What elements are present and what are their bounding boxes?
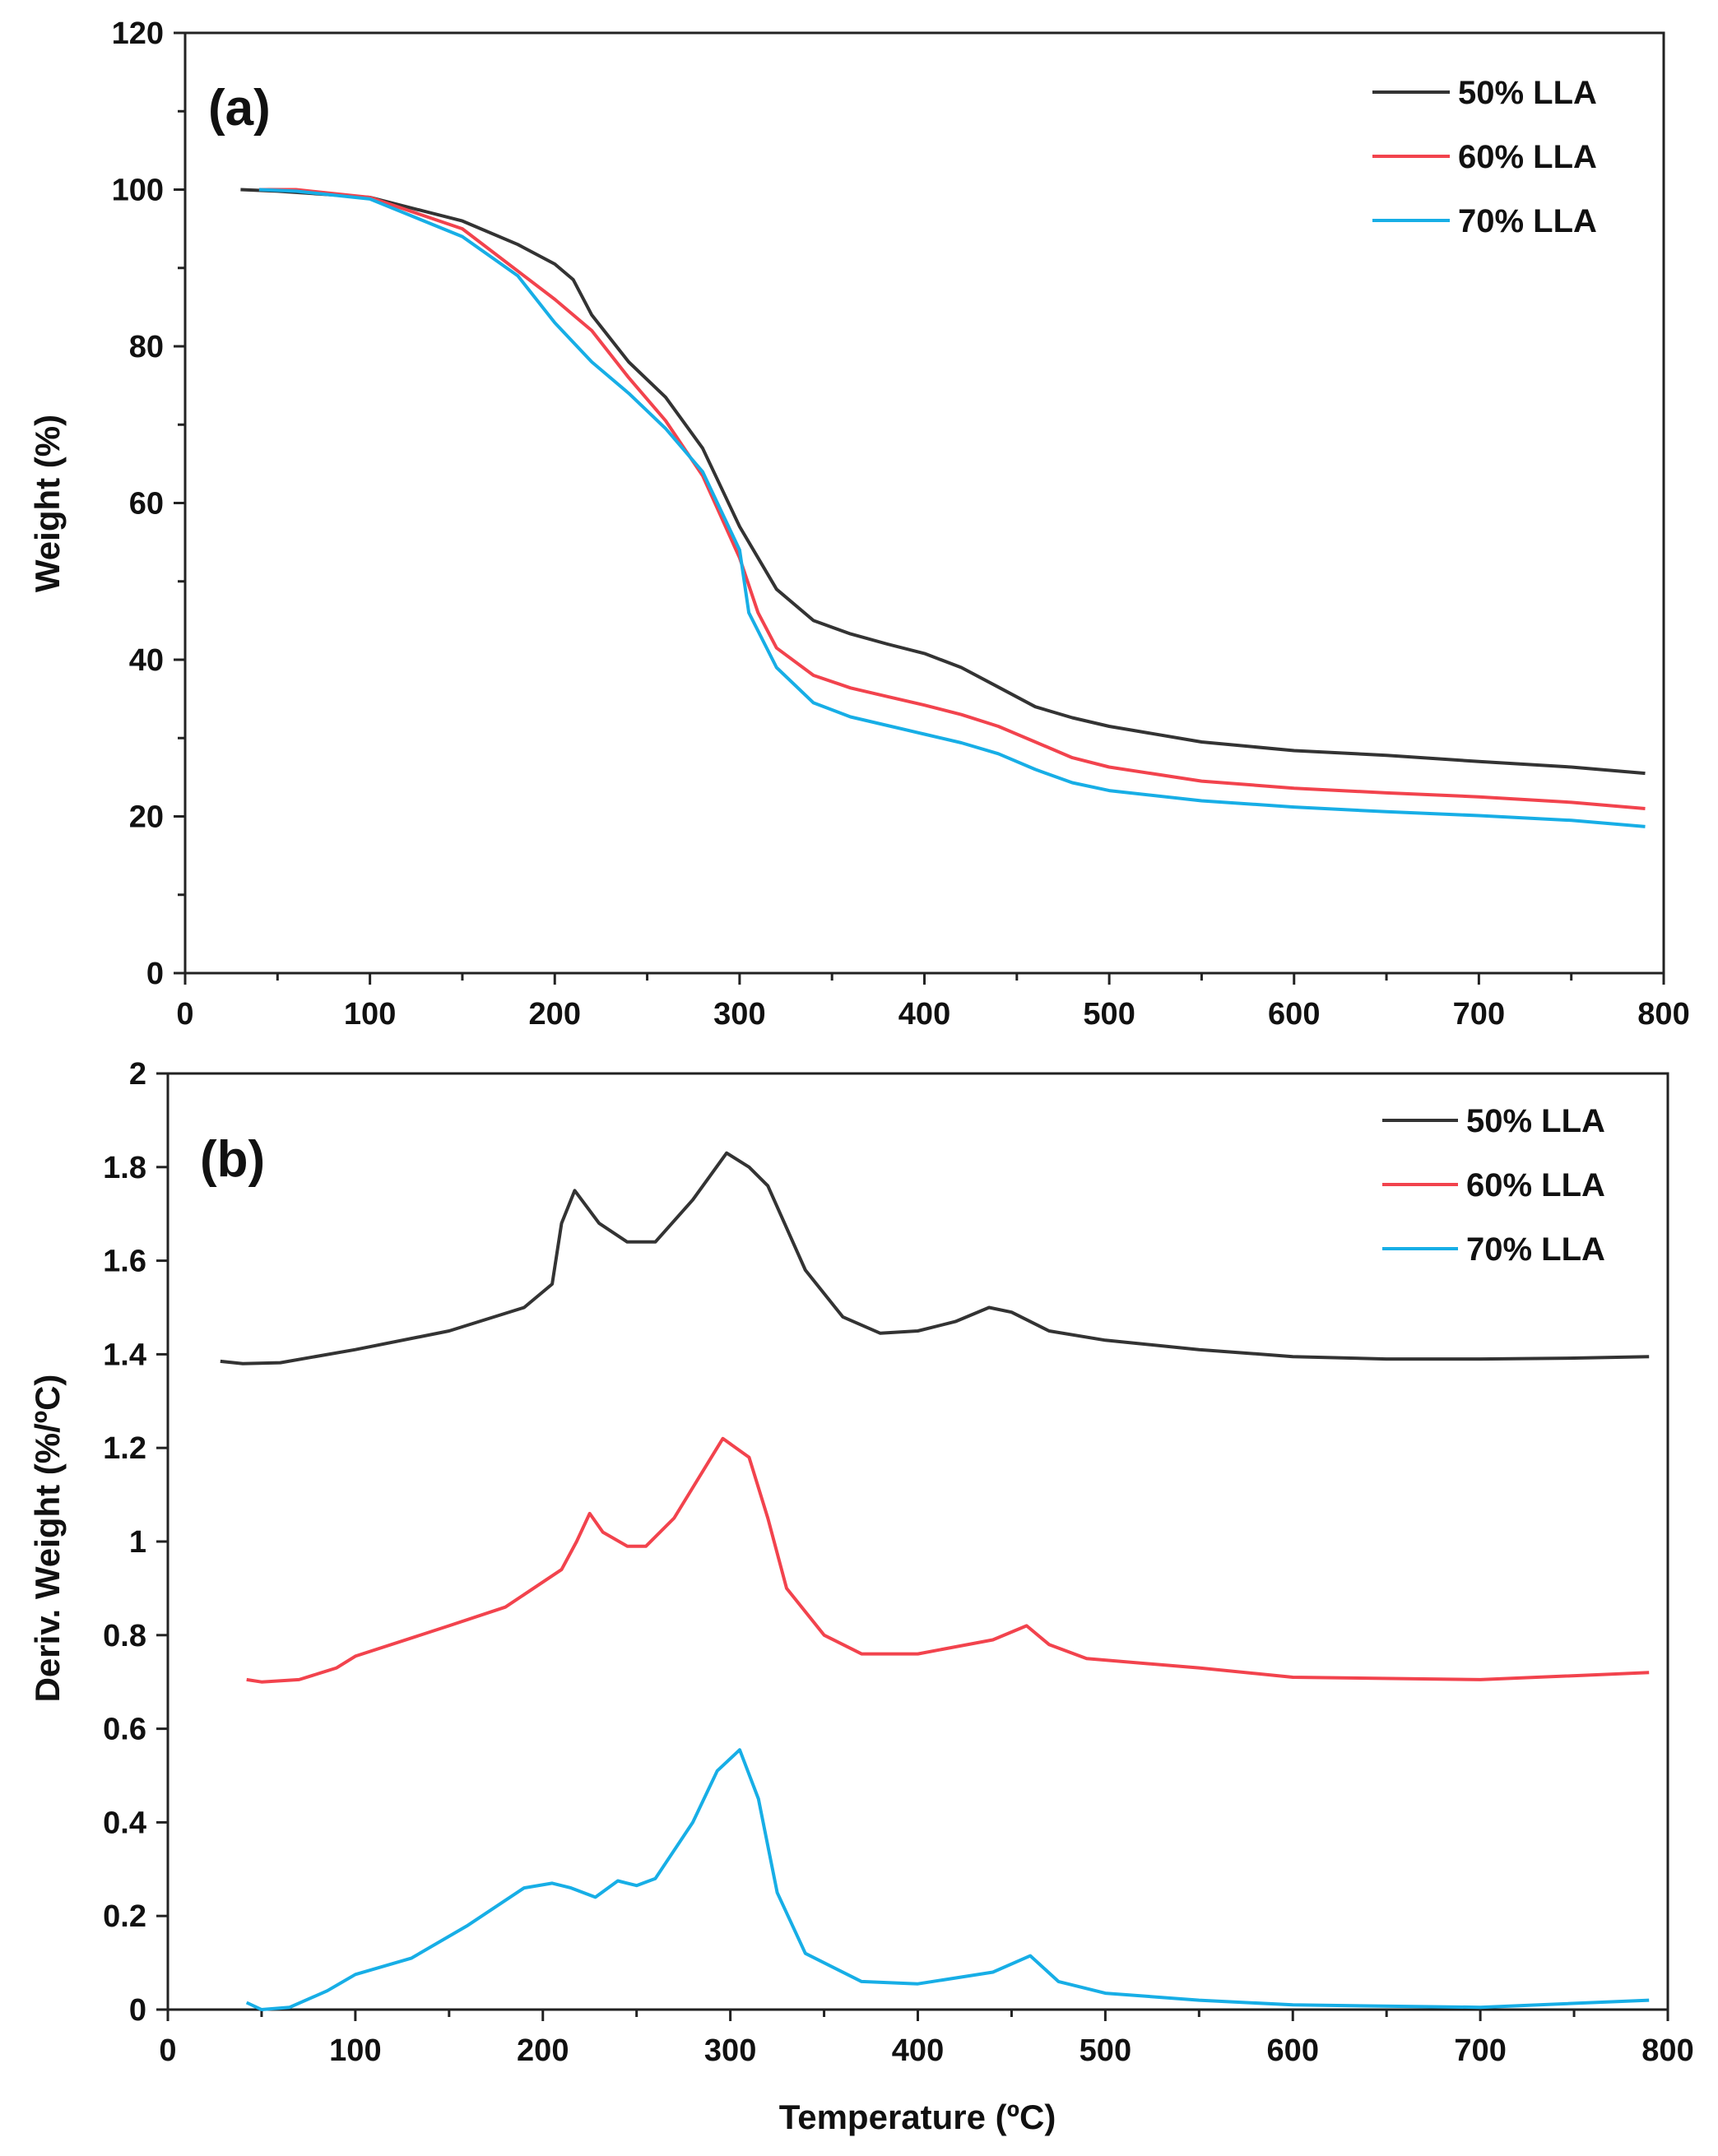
legend-label: 60% LLA (1466, 1167, 1605, 1203)
x-tick-label: 400 (892, 2033, 944, 2068)
series-line-70 (245, 1748, 1650, 2011)
plot-frame (166, 1072, 1669, 2011)
chart-panel-a: (a) Weight (%) 0 100 200 300 400 500 600 700 800… (28, 16, 1690, 1032)
y-tick-label: 60 (129, 487, 164, 522)
y-axis-label-b: Deriv. Weight (%/ºC) (28, 1375, 67, 1703)
x-tick-label: 500 (1083, 997, 1135, 1032)
y-tick-label: 0.2 (103, 1899, 146, 1934)
x-tick-label: 700 (1454, 2033, 1506, 2068)
x-tick-label: 200 (517, 2033, 569, 2068)
x-tick-label: 600 (1268, 997, 1320, 1032)
y-tick-label: 0 (146, 957, 164, 991)
plot-frame (183, 31, 1665, 975)
legend-label: 60% LLA (1458, 139, 1597, 175)
y-tick-label: 1.8 (103, 1151, 146, 1185)
legend-label: 70% LLA (1458, 203, 1597, 239)
legend-label: 50% LLA (1458, 75, 1597, 111)
y-tick-label: 0.6 (103, 1713, 146, 1747)
legend-label: 50% LLA (1466, 1103, 1605, 1139)
panel-label-b: (b) (200, 1131, 265, 1188)
y-tick-label: 40 (129, 643, 164, 678)
y-tick-label: 1.4 (103, 1338, 146, 1372)
x-tick-label: 200 (529, 997, 581, 1032)
y-tick-label: 120 (112, 16, 164, 51)
x-tick-label: 800 (1641, 2033, 1693, 2068)
y-tick-label: 1.6 (103, 1245, 146, 1279)
series-line-50 (240, 188, 1646, 776)
y-tick-label: 0 (129, 1993, 146, 2028)
x-tick-label: 0 (159, 2033, 176, 2068)
y-tick-label: 2 (129, 1057, 146, 1092)
x-tick-label: 600 (1267, 2033, 1319, 2068)
y-tick-label: 20 (129, 800, 164, 835)
chart-panel-b: (b) Deriv. Weight (%/ºC) Temperature (ºC… (28, 1057, 1694, 2136)
x-tick-label: 300 (713, 997, 765, 1032)
x-tick-label: 700 (1453, 997, 1505, 1032)
x-axis-label-b: Temperature (ºC) (779, 2098, 1056, 2136)
y-tick-label: 80 (129, 330, 164, 364)
series-line-70 (258, 188, 1646, 828)
series-line-60 (246, 1436, 1650, 1684)
x-tick-label: 400 (898, 997, 950, 1032)
x-tick-label: 300 (704, 2033, 756, 2068)
legend-label: 70% LLA (1466, 1231, 1605, 1268)
series-line-60 (258, 188, 1646, 810)
x-tick-label: 800 (1637, 997, 1689, 1032)
y-axis-label-a: Weight (%) (28, 415, 67, 592)
x-tick-label: 500 (1080, 2033, 1131, 2068)
y-tick-label: 0.8 (103, 1619, 146, 1653)
y-tick-label: 0.4 (103, 1806, 146, 1840)
x-tick-label: 0 (176, 997, 193, 1032)
panel-label-a: (a) (208, 80, 271, 137)
x-tick-label: 100 (329, 2033, 381, 2068)
x-tick-label: 100 (344, 997, 396, 1032)
y-tick-label: 1 (129, 1525, 146, 1560)
series-line-50 (220, 1151, 1650, 1365)
y-tick-label: 1.2 (103, 1431, 146, 1466)
y-tick-label: 100 (112, 174, 164, 208)
